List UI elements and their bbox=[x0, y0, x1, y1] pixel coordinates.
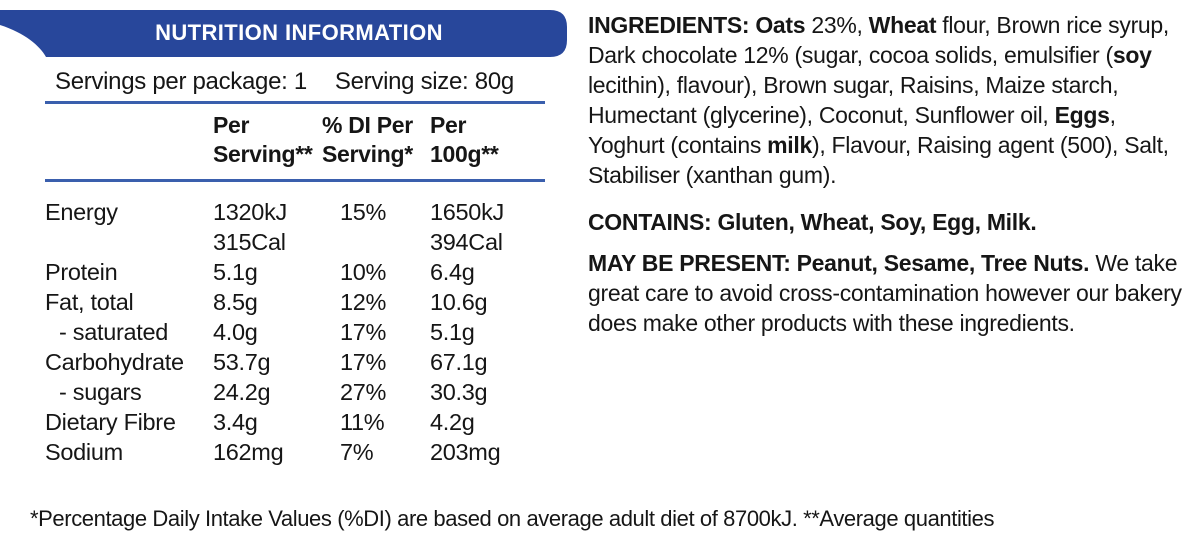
footnote: *Percentage Daily Intake Values (%DI) ar… bbox=[30, 506, 995, 531]
value-per-100g: 30.3g bbox=[430, 379, 488, 405]
nutrient-label: - saturated bbox=[59, 319, 169, 345]
nutrient-label: Protein bbox=[45, 259, 118, 285]
value-per-100g: 203mg bbox=[430, 439, 501, 465]
value-pct-di: 7% bbox=[340, 439, 374, 465]
value-pct-di: 17% bbox=[340, 319, 387, 345]
servings-line: Servings per package: 1 Serving size: 80… bbox=[55, 68, 555, 96]
servings-per-package: Servings per package: 1 bbox=[55, 68, 307, 95]
column-header-per-serving: Per Serving** bbox=[213, 112, 313, 167]
text-segment: flour, Brown rice syrup, Dark chocolate … bbox=[588, 12, 1169, 68]
nutrient-label: Carbohydrate bbox=[45, 349, 184, 375]
value-per-100g: 10.6g bbox=[430, 289, 488, 315]
nutrition-table-header: Per Serving** % DI Per Serving* Per 100g… bbox=[45, 111, 545, 169]
text-segment: Eggs bbox=[1054, 102, 1110, 128]
value-per-100g: 4.2g bbox=[430, 409, 475, 435]
value-per-100g: 5.1g bbox=[430, 319, 475, 345]
contains-statement: CONTAINS: Gluten, Wheat, Soy, Egg, Milk. bbox=[588, 209, 1037, 235]
column-header-per-100g: Per 100g** bbox=[430, 112, 499, 167]
value-per-serving: 24.2g bbox=[213, 379, 271, 405]
text-segment: Wheat bbox=[868, 12, 937, 38]
value-per-serving: 162mg bbox=[213, 439, 284, 465]
nutrition-panel: NUTRITION INFORMATION Servings per packa… bbox=[0, 0, 575, 480]
nutrition-row: - sugars 24.2g 27% 30.3g bbox=[45, 377, 545, 407]
ingredients-section: INGREDIENTS: Oats 23%, Wheat flour, Brow… bbox=[588, 10, 1188, 338]
value-pct-di: 11% bbox=[340, 409, 385, 435]
divider-top bbox=[45, 101, 545, 104]
text-segment: 23%, bbox=[805, 12, 869, 38]
nutrition-row: Protein 5.1g 10% 6.4g bbox=[45, 257, 545, 287]
banner-ribbon-shape bbox=[0, 10, 567, 57]
column-header-pct-di: % DI Per Serving* bbox=[322, 112, 413, 167]
value-per-100g: 1650kJ 394Cal bbox=[430, 199, 504, 255]
ingredients-paragraph: INGREDIENTS: Oats 23%, Wheat flour, Brow… bbox=[588, 10, 1188, 190]
nutrition-row: Energy 1320kJ 315Cal 15% 1650kJ 394Cal bbox=[45, 197, 545, 257]
serving-size: Serving size: 80g bbox=[334, 68, 514, 95]
value-per-serving: 4.0g bbox=[213, 319, 258, 345]
value-pct-di: 12% bbox=[340, 289, 387, 315]
value-per-serving: 1320kJ 315Cal bbox=[213, 199, 287, 255]
text-segment: lecithin), flavour), Brown sugar, Raisin… bbox=[588, 72, 1119, 128]
may-be-present-paragraph: MAY BE PRESENT: Peanut, Sesame, Tree Nut… bbox=[588, 248, 1188, 338]
divider-header bbox=[45, 179, 545, 182]
text-segment: MAY BE PRESENT: Peanut, Sesame, Tree Nut… bbox=[588, 250, 1090, 276]
value-per-serving: 8.5g bbox=[213, 289, 258, 315]
nutrition-row: Dietary Fibre 3.4g 11% 4.2g bbox=[45, 407, 545, 437]
nutrition-table-body: Energy 1320kJ 315Cal 15% 1650kJ 394Cal Prote… bbox=[45, 197, 545, 467]
nutrient-label: Fat, total bbox=[45, 289, 134, 315]
value-pct-di: 15% bbox=[340, 199, 387, 225]
column-header-nutrient bbox=[45, 111, 213, 169]
text-segment: , Yoghurt (contains bbox=[588, 102, 1116, 158]
value-per-serving: 5.1g bbox=[213, 259, 258, 285]
value-per-100g: 6.4g bbox=[430, 259, 475, 285]
value-pct-di: 27% bbox=[340, 379, 387, 405]
nutrition-row: Sodium 162mg 7% 203mg bbox=[45, 437, 545, 467]
nutrition-row: Fat, total 8.5g 12% 10.6g bbox=[45, 287, 545, 317]
text-segment: We take great care to avoid cross-contam… bbox=[588, 250, 1182, 336]
nutrient-label: Sodium bbox=[45, 439, 123, 465]
nutrient-label: Energy bbox=[45, 199, 118, 225]
value-pct-di: 17% bbox=[340, 349, 387, 375]
text-segment: milk bbox=[767, 132, 812, 158]
nutrient-label: - sugars bbox=[59, 379, 142, 405]
value-per-serving: 53.7g bbox=[213, 349, 271, 375]
text-segment: soy bbox=[1112, 42, 1152, 68]
text-segment: ), Flavour, Raising agent (500), Salt, S… bbox=[588, 132, 1169, 188]
value-pct-di: 10% bbox=[340, 259, 387, 285]
value-per-100g: 67.1g bbox=[430, 349, 488, 375]
text-segment: INGREDIENTS: Oats bbox=[588, 12, 806, 38]
spacer bbox=[307, 68, 335, 96]
nutrition-row: Carbohydrate 53.7g 17% 67.1g bbox=[45, 347, 545, 377]
value-per-serving: 3.4g bbox=[213, 409, 258, 435]
panel-title: NUTRITION INFORMATION bbox=[155, 19, 443, 45]
nutrition-row: - saturated 4.0g 17% 5.1g bbox=[45, 317, 545, 347]
nutrient-label: Dietary Fibre bbox=[45, 409, 176, 435]
